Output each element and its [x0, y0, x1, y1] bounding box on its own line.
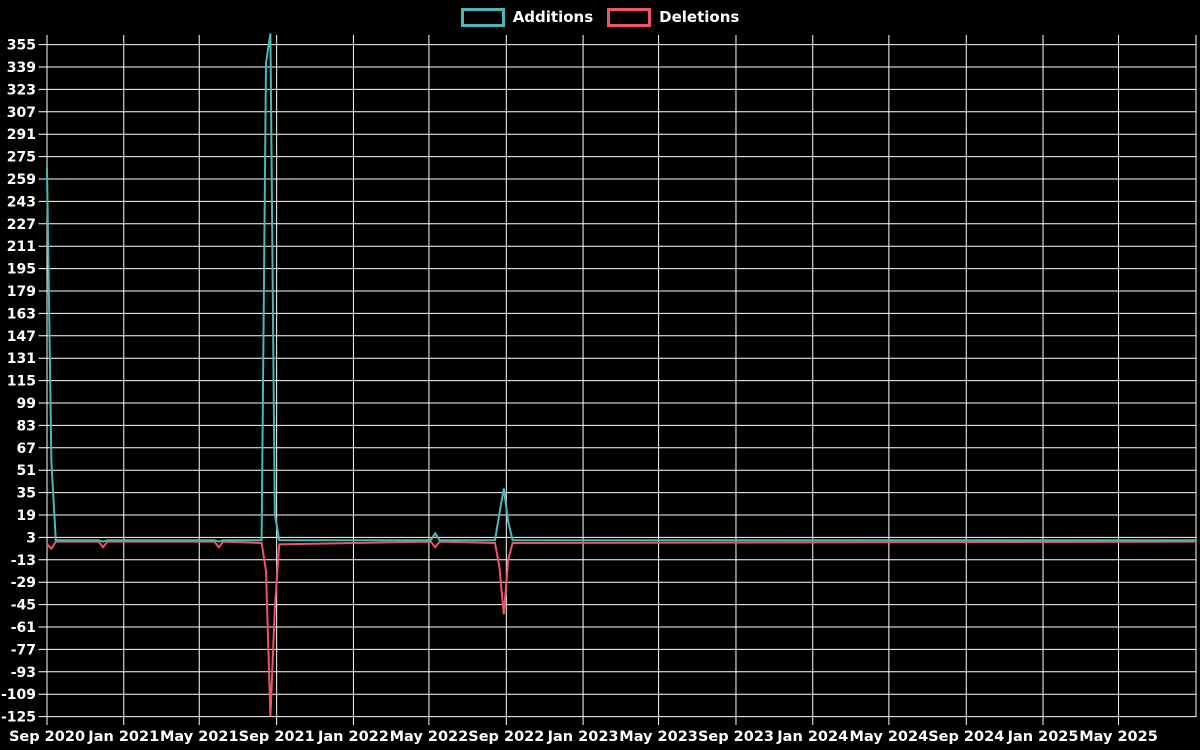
y-axis-tick-label: 83: [17, 418, 36, 434]
y-axis-tick-label: 19: [17, 508, 36, 524]
x-axis-tick-label: May 2021: [160, 729, 239, 745]
additions-line: [46, 33, 1196, 543]
y-axis-tick-label: 35: [17, 486, 36, 502]
x-axis-tick-label: Jan 2024: [776, 729, 848, 745]
additions-color-swatch-icon: [460, 7, 505, 27]
x-axis-tick-label: May 2024: [850, 729, 929, 745]
x-axis-tick-label: Jan 2025: [1007, 729, 1079, 745]
y-axis-tick-label: -29: [11, 575, 36, 591]
legend-label-additions: Additions: [512, 8, 594, 26]
x-axis-tick-label: May 2022: [390, 729, 469, 745]
y-axis-tick-label: 211: [7, 239, 36, 255]
y-axis-tick-label: 195: [7, 262, 36, 278]
x-axis-tick-label: Jan 2022: [317, 729, 389, 745]
y-axis-tick-label: 227: [7, 217, 36, 233]
x-axis-tick-label: May 2023: [619, 729, 698, 745]
y-axis-tick-label: 275: [7, 150, 36, 166]
legend-label-deletions: Deletions: [659, 8, 740, 26]
y-axis-tick-label: 307: [7, 105, 36, 121]
y-axis-tick-label: 115: [7, 374, 36, 390]
y-axis-tick-label: 323: [7, 82, 36, 98]
y-axis-tick-label: 339: [7, 60, 36, 76]
y-axis-tick-label: 147: [7, 329, 36, 345]
y-axis-tick-label: 259: [7, 172, 36, 188]
y-axis-tick-label: 243: [7, 194, 36, 210]
x-axis-tick-label: Jan 2021: [87, 729, 159, 745]
y-axis-tick-label: -45: [11, 598, 36, 614]
x-axis-tick-label: Sep 2022: [468, 729, 544, 745]
x-axis-tick-label: Sep 2021: [239, 729, 315, 745]
y-axis-tick-label: -61: [11, 620, 36, 636]
x-axis-tick-label: Sep 2024: [928, 729, 1004, 745]
deletions-color-swatch-icon: [607, 7, 652, 27]
y-axis-tick-label: 179: [7, 284, 36, 300]
y-axis-tick-label: 355: [7, 38, 36, 54]
x-axis-tick-label: Jan 2023: [547, 729, 619, 745]
y-axis-tick-label: -77: [11, 642, 36, 658]
y-axis-tick-label: -125: [1, 710, 36, 726]
legend-item-deletions[interactable]: Deletions: [607, 7, 739, 27]
y-axis-tick-label: 51: [17, 463, 36, 479]
y-axis-tick-label: -93: [11, 665, 36, 681]
y-axis-tick-label: -109: [1, 687, 36, 703]
x-axis-tick-label: Sep 2023: [698, 729, 774, 745]
y-axis-tick-label: 99: [17, 396, 36, 412]
y-axis-tick-label: 67: [17, 441, 36, 457]
y-axis-tick-label: 131: [7, 351, 36, 367]
y-axis-tick-label: -13: [11, 553, 36, 569]
y-axis-tick-label: 163: [7, 306, 36, 322]
y-axis-tick-label: 3: [26, 530, 36, 546]
chart-legend: Additions Deletions: [0, 7, 1200, 27]
y-axis-tick-label: 291: [7, 127, 36, 143]
x-axis-tick-label: May 2025: [1079, 729, 1158, 745]
deletions-line: [46, 540, 1197, 717]
x-axis-tick-label: Sep 2020: [9, 729, 85, 745]
legend-item-additions[interactable]: Additions: [460, 7, 594, 27]
